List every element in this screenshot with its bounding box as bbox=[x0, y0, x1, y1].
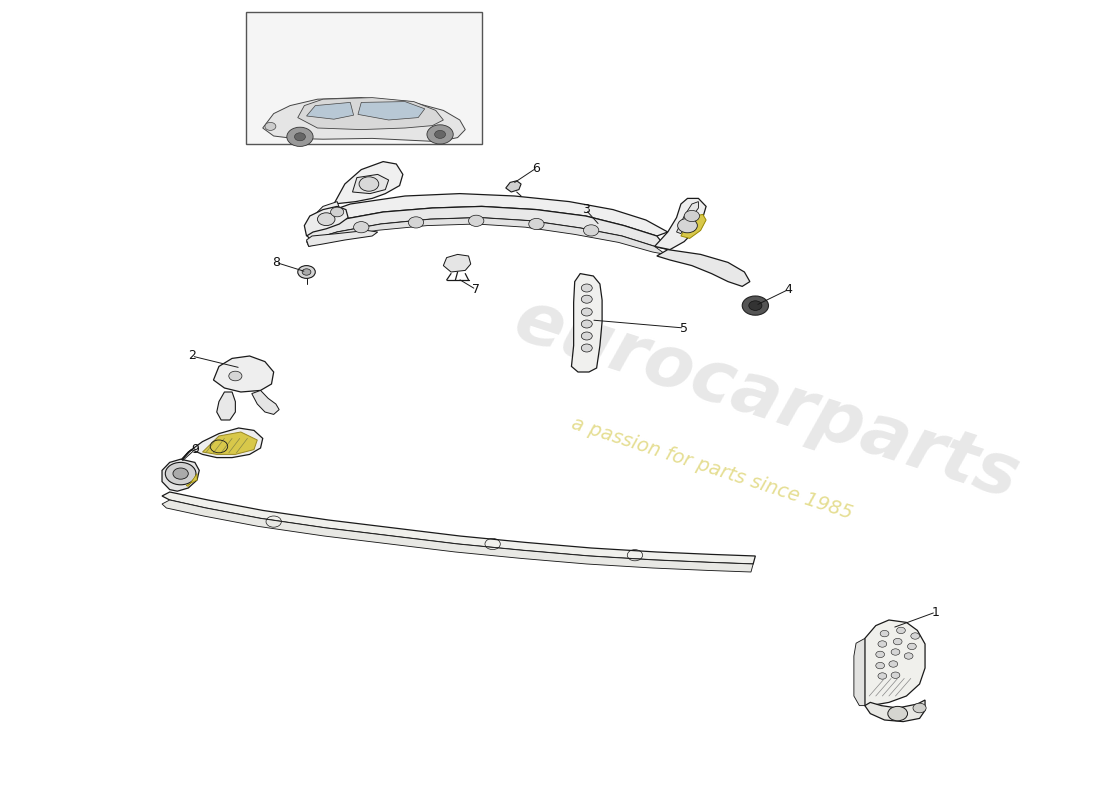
Circle shape bbox=[888, 706, 907, 721]
Text: 1: 1 bbox=[932, 606, 939, 618]
Polygon shape bbox=[263, 98, 465, 142]
Circle shape bbox=[581, 320, 592, 328]
Polygon shape bbox=[352, 174, 388, 194]
Polygon shape bbox=[186, 474, 197, 486]
Circle shape bbox=[876, 662, 884, 669]
Polygon shape bbox=[217, 392, 235, 420]
Polygon shape bbox=[307, 194, 668, 236]
Circle shape bbox=[581, 344, 592, 352]
Circle shape bbox=[581, 332, 592, 340]
Circle shape bbox=[427, 125, 453, 144]
Circle shape bbox=[913, 703, 926, 713]
Circle shape bbox=[896, 627, 905, 634]
Bar bbox=[246, 12, 482, 144]
Circle shape bbox=[229, 371, 242, 381]
Polygon shape bbox=[865, 700, 925, 722]
Circle shape bbox=[298, 266, 316, 278]
Polygon shape bbox=[307, 230, 377, 246]
Circle shape bbox=[318, 213, 336, 226]
Circle shape bbox=[904, 653, 913, 659]
Polygon shape bbox=[307, 218, 666, 254]
Polygon shape bbox=[334, 162, 403, 204]
Circle shape bbox=[911, 633, 920, 639]
Circle shape bbox=[408, 217, 424, 228]
Circle shape bbox=[165, 462, 196, 485]
Polygon shape bbox=[213, 356, 274, 392]
Text: 3: 3 bbox=[582, 203, 590, 216]
Circle shape bbox=[302, 269, 311, 275]
Polygon shape bbox=[202, 432, 257, 454]
Polygon shape bbox=[657, 250, 750, 286]
Circle shape bbox=[749, 301, 762, 310]
Circle shape bbox=[359, 177, 378, 191]
Circle shape bbox=[353, 222, 369, 233]
Circle shape bbox=[891, 649, 900, 655]
Circle shape bbox=[583, 225, 598, 236]
Circle shape bbox=[434, 130, 446, 138]
Text: 6: 6 bbox=[532, 162, 540, 174]
Text: 5: 5 bbox=[680, 322, 689, 334]
Polygon shape bbox=[307, 206, 668, 250]
Circle shape bbox=[880, 630, 889, 637]
Circle shape bbox=[908, 643, 916, 650]
Circle shape bbox=[742, 296, 769, 315]
Polygon shape bbox=[162, 459, 199, 491]
Polygon shape bbox=[312, 202, 340, 222]
Circle shape bbox=[889, 661, 898, 667]
Text: 7: 7 bbox=[472, 283, 481, 296]
Text: 9: 9 bbox=[191, 443, 199, 456]
Polygon shape bbox=[162, 492, 756, 564]
Polygon shape bbox=[305, 206, 348, 236]
Polygon shape bbox=[358, 102, 425, 120]
Text: 8: 8 bbox=[272, 256, 279, 269]
Text: a passion for parts since 1985: a passion for parts since 1985 bbox=[569, 414, 855, 522]
Text: 4: 4 bbox=[784, 283, 792, 296]
Polygon shape bbox=[681, 214, 706, 238]
Circle shape bbox=[876, 651, 884, 658]
Polygon shape bbox=[177, 428, 263, 464]
Circle shape bbox=[287, 127, 314, 146]
Polygon shape bbox=[162, 500, 754, 572]
Polygon shape bbox=[571, 274, 602, 372]
Circle shape bbox=[469, 215, 484, 226]
Circle shape bbox=[295, 133, 306, 141]
Polygon shape bbox=[654, 198, 706, 250]
Circle shape bbox=[891, 672, 900, 678]
Circle shape bbox=[173, 468, 188, 479]
Circle shape bbox=[331, 207, 343, 217]
Polygon shape bbox=[506, 181, 521, 192]
Circle shape bbox=[878, 641, 887, 647]
Text: 2: 2 bbox=[188, 350, 196, 362]
Polygon shape bbox=[865, 620, 925, 706]
Polygon shape bbox=[854, 638, 865, 706]
Polygon shape bbox=[676, 202, 698, 234]
Circle shape bbox=[265, 122, 276, 130]
Polygon shape bbox=[307, 102, 353, 119]
Polygon shape bbox=[443, 254, 471, 272]
Polygon shape bbox=[298, 98, 443, 130]
Circle shape bbox=[529, 218, 544, 230]
Circle shape bbox=[581, 295, 592, 303]
Circle shape bbox=[893, 638, 902, 645]
Circle shape bbox=[678, 218, 697, 233]
Circle shape bbox=[878, 673, 887, 679]
Circle shape bbox=[581, 284, 592, 292]
Circle shape bbox=[684, 210, 700, 222]
Polygon shape bbox=[252, 390, 279, 414]
Text: eurocarparts: eurocarparts bbox=[505, 286, 1027, 514]
Circle shape bbox=[581, 308, 592, 316]
